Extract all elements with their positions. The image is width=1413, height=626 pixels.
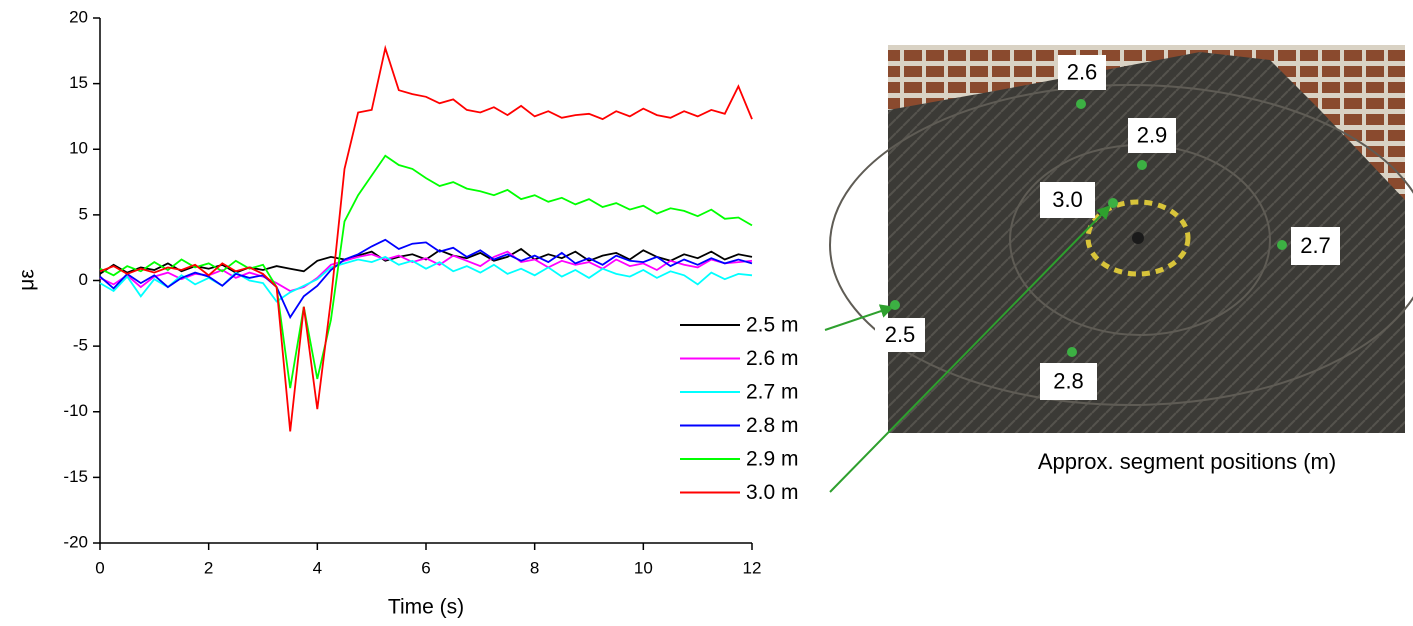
series-line (99, 255, 753, 303)
arrow (824, 304, 895, 331)
legend-label: 2.6 m (746, 347, 799, 370)
y-tick-label: -15 (63, 467, 88, 486)
arrow (829, 204, 1111, 493)
position-label: 2.7 (1300, 233, 1331, 258)
y-axis-label: με (16, 269, 39, 290)
legend-label: 2.9 m (746, 448, 799, 471)
legend-label: 2.7 m (746, 381, 799, 404)
x-tick-label: 10 (634, 558, 653, 577)
y-tick-label: 15 (69, 73, 88, 92)
mat (888, 52, 1405, 433)
series-line (99, 247, 753, 275)
series-line (99, 44, 753, 432)
label-box (1040, 363, 1097, 400)
y-tick-label: 10 (69, 139, 88, 158)
position-dot (1076, 99, 1086, 109)
photo-caption: Approx. segment positions (m) (1038, 449, 1336, 474)
series-line (99, 154, 753, 389)
x-tick-label: 12 (743, 558, 762, 577)
y-tick-label: 5 (79, 204, 88, 223)
y-tick-label: 20 (69, 7, 88, 26)
center-hole (1132, 232, 1144, 244)
y-tick-label: -10 (63, 401, 88, 420)
position-label: 3.0 (1052, 187, 1083, 212)
label-box (1291, 227, 1340, 265)
position-dot (1277, 240, 1287, 250)
series-line (99, 238, 753, 320)
legend-label: 2.5 m (746, 314, 799, 337)
x-tick-label: 8 (530, 558, 539, 577)
position-label: 2.9 (1137, 122, 1168, 147)
label-box (1058, 55, 1106, 90)
position-label: 2.5 (885, 322, 916, 347)
position-dot (1067, 347, 1077, 357)
x-axis-label: Time (s) (388, 596, 464, 619)
position-dot (1108, 198, 1118, 208)
label-box (1040, 182, 1095, 218)
x-tick-label: 0 (95, 558, 104, 577)
position-dot (1137, 160, 1147, 170)
position-label: 2.6 (1067, 59, 1098, 84)
y-tick-label: 0 (79, 270, 88, 289)
y-tick-label: -20 (63, 532, 88, 551)
x-tick-label: 2 (204, 558, 213, 577)
y-tick-label: -5 (73, 336, 88, 355)
position-dot (890, 300, 900, 310)
mat-ring (829, 84, 1413, 406)
legend-label: 3.0 m (746, 481, 799, 504)
x-tick-label: 6 (421, 558, 430, 577)
label-box (875, 318, 925, 352)
label-box (1128, 118, 1176, 153)
yellow-ring (1085, 199, 1191, 277)
x-tick-label: 4 (313, 558, 322, 577)
position-label: 2.8 (1053, 368, 1084, 393)
legend-label: 2.8 m (746, 414, 799, 437)
